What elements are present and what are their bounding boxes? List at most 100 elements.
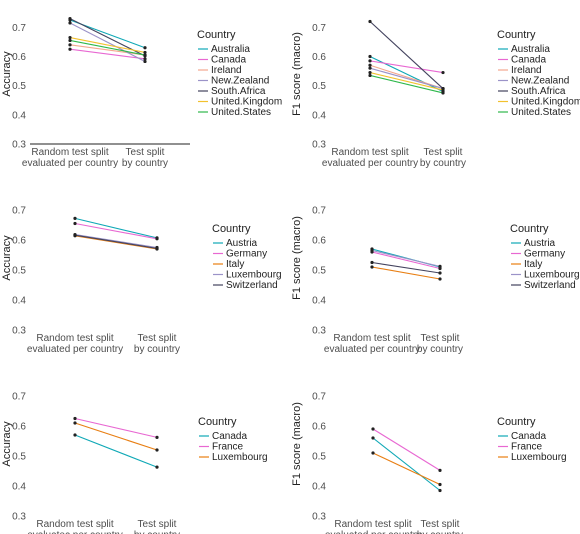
- legend-entry: Australia: [211, 44, 250, 55]
- chart-panel-4: 0.3 0.4 0.5 0.6 0.7 F1 score (macro) Random te…: [291, 206, 580, 356]
- data-point: [68, 43, 72, 47]
- data-point: [143, 50, 147, 55]
- data-point: [68, 38, 72, 43]
- y-tick-label: 0.6: [312, 52, 326, 63]
- legend-title: Country: [212, 223, 251, 235]
- series-line-ireland: [69, 44, 146, 56]
- legend-entry: Australia: [511, 44, 550, 55]
- data-point: [438, 488, 442, 493]
- legend-entry: Austria: [524, 238, 556, 249]
- x-tick-label: Random test splitevaluatec per country: [27, 519, 123, 534]
- legend-entry: United.Kingdom: [211, 97, 282, 108]
- y-axis-label: F1 score (macro): [291, 402, 303, 486]
- y-tick-label: 0.5: [12, 266, 26, 277]
- data-point: [143, 53, 147, 57]
- legend-entry: Ireland: [211, 65, 242, 76]
- legend-title: Country: [497, 416, 536, 428]
- series-line-united-states: [369, 74, 444, 94]
- data-point: [438, 264, 442, 268]
- y-tick-label: 0.4: [12, 110, 26, 121]
- series-line-australia: [369, 56, 444, 92]
- y-tick-label: 0.3: [312, 512, 326, 523]
- legend-title: Country: [198, 416, 237, 428]
- data-point: [73, 233, 77, 237]
- y-tick-label: 0.6: [12, 422, 26, 433]
- y-tick-label: 0.6: [312, 236, 326, 247]
- legend-entry: Canada: [211, 55, 246, 66]
- series-line-switzerland: [74, 234, 158, 249]
- y-tick-label: 0.3: [312, 326, 326, 337]
- series-line-canada: [69, 48, 146, 60]
- legend-entry: United.Kingdom: [511, 97, 580, 108]
- series-line-united-kingdom: [69, 37, 146, 53]
- series-line-canada: [369, 60, 444, 74]
- y-tick-label: 0.4: [312, 110, 326, 121]
- y-axis-label: Accuracy: [1, 235, 13, 281]
- data-point: [371, 436, 375, 440]
- y-tick-label: 0.3: [312, 140, 326, 151]
- data-point: [368, 70, 372, 75]
- series-line-france: [372, 428, 441, 471]
- data-point: [368, 63, 372, 67]
- legend-entry: New.Zealand: [211, 76, 269, 87]
- y-axis-label: Accuracy: [1, 51, 13, 97]
- data-point: [438, 468, 442, 472]
- data-point: [368, 59, 372, 63]
- data-point: [68, 21, 72, 25]
- data-point: [73, 421, 77, 425]
- y-tick-label: 0.4: [12, 482, 26, 493]
- chart-panel-5: 0.3 0.4 0.5 0.6 0.7 Accuracy Random test split…: [1, 392, 268, 534]
- data-point: [143, 46, 147, 50]
- legend-entry: Switzerland: [226, 280, 278, 291]
- data-point: [155, 237, 159, 241]
- series-line-luxembourg: [372, 452, 441, 485]
- series-line-luxembourg: [74, 422, 158, 451]
- data-point: [368, 73, 372, 78]
- legend-entry: South.Africa: [211, 86, 266, 97]
- data-point: [438, 271, 442, 275]
- series-line-new-zealand: [369, 67, 444, 90]
- chart-panel-6: 0.3 0.4 0.5 0.6 0.7 F1 score (macro) Random te…: [291, 392, 567, 534]
- legend-entry: Luxembourg: [226, 270, 282, 281]
- legend-entry: Switzerland: [524, 280, 576, 291]
- y-tick-label: 0.3: [12, 326, 26, 337]
- series-line-austria: [74, 217, 158, 239]
- y-axis-label: F1 score (macro): [291, 32, 303, 116]
- legend-entry: Italy: [226, 259, 244, 270]
- data-point: [370, 260, 374, 265]
- data-point: [370, 265, 374, 269]
- legend-entry: Luxembourg: [524, 270, 580, 281]
- data-point: [155, 435, 159, 439]
- y-tick-label: 0.5: [12, 452, 26, 463]
- y-tick-label: 0.5: [312, 266, 326, 277]
- data-point: [155, 465, 159, 469]
- data-point: [73, 216, 77, 220]
- y-tick-label: 0.7: [12, 23, 26, 34]
- data-point: [155, 448, 159, 452]
- y-axis-label: F1 score (macro): [291, 216, 303, 300]
- y-tick-label: 0.6: [12, 52, 26, 63]
- legend-entry: Luxembourg: [511, 452, 567, 463]
- series-line-germany: [74, 222, 158, 240]
- data-point: [368, 66, 372, 70]
- legend-entry: France: [212, 442, 244, 453]
- legend-entry: Canada: [511, 431, 546, 442]
- data-point: [155, 246, 159, 250]
- data-point: [368, 19, 372, 24]
- legend-entry: Ireland: [511, 65, 542, 76]
- legend-entry: Luxembourg: [212, 452, 268, 463]
- data-point: [368, 54, 372, 59]
- y-tick-label: 0.4: [312, 482, 326, 493]
- legend-entry: United.States: [211, 107, 271, 118]
- y-tick-label: 0.7: [12, 392, 26, 403]
- series-line-france: [74, 417, 158, 438]
- series-line-luxembourg: [371, 249, 441, 267]
- y-tick-label: 0.4: [12, 296, 26, 307]
- legend-entry: United.States: [511, 107, 571, 118]
